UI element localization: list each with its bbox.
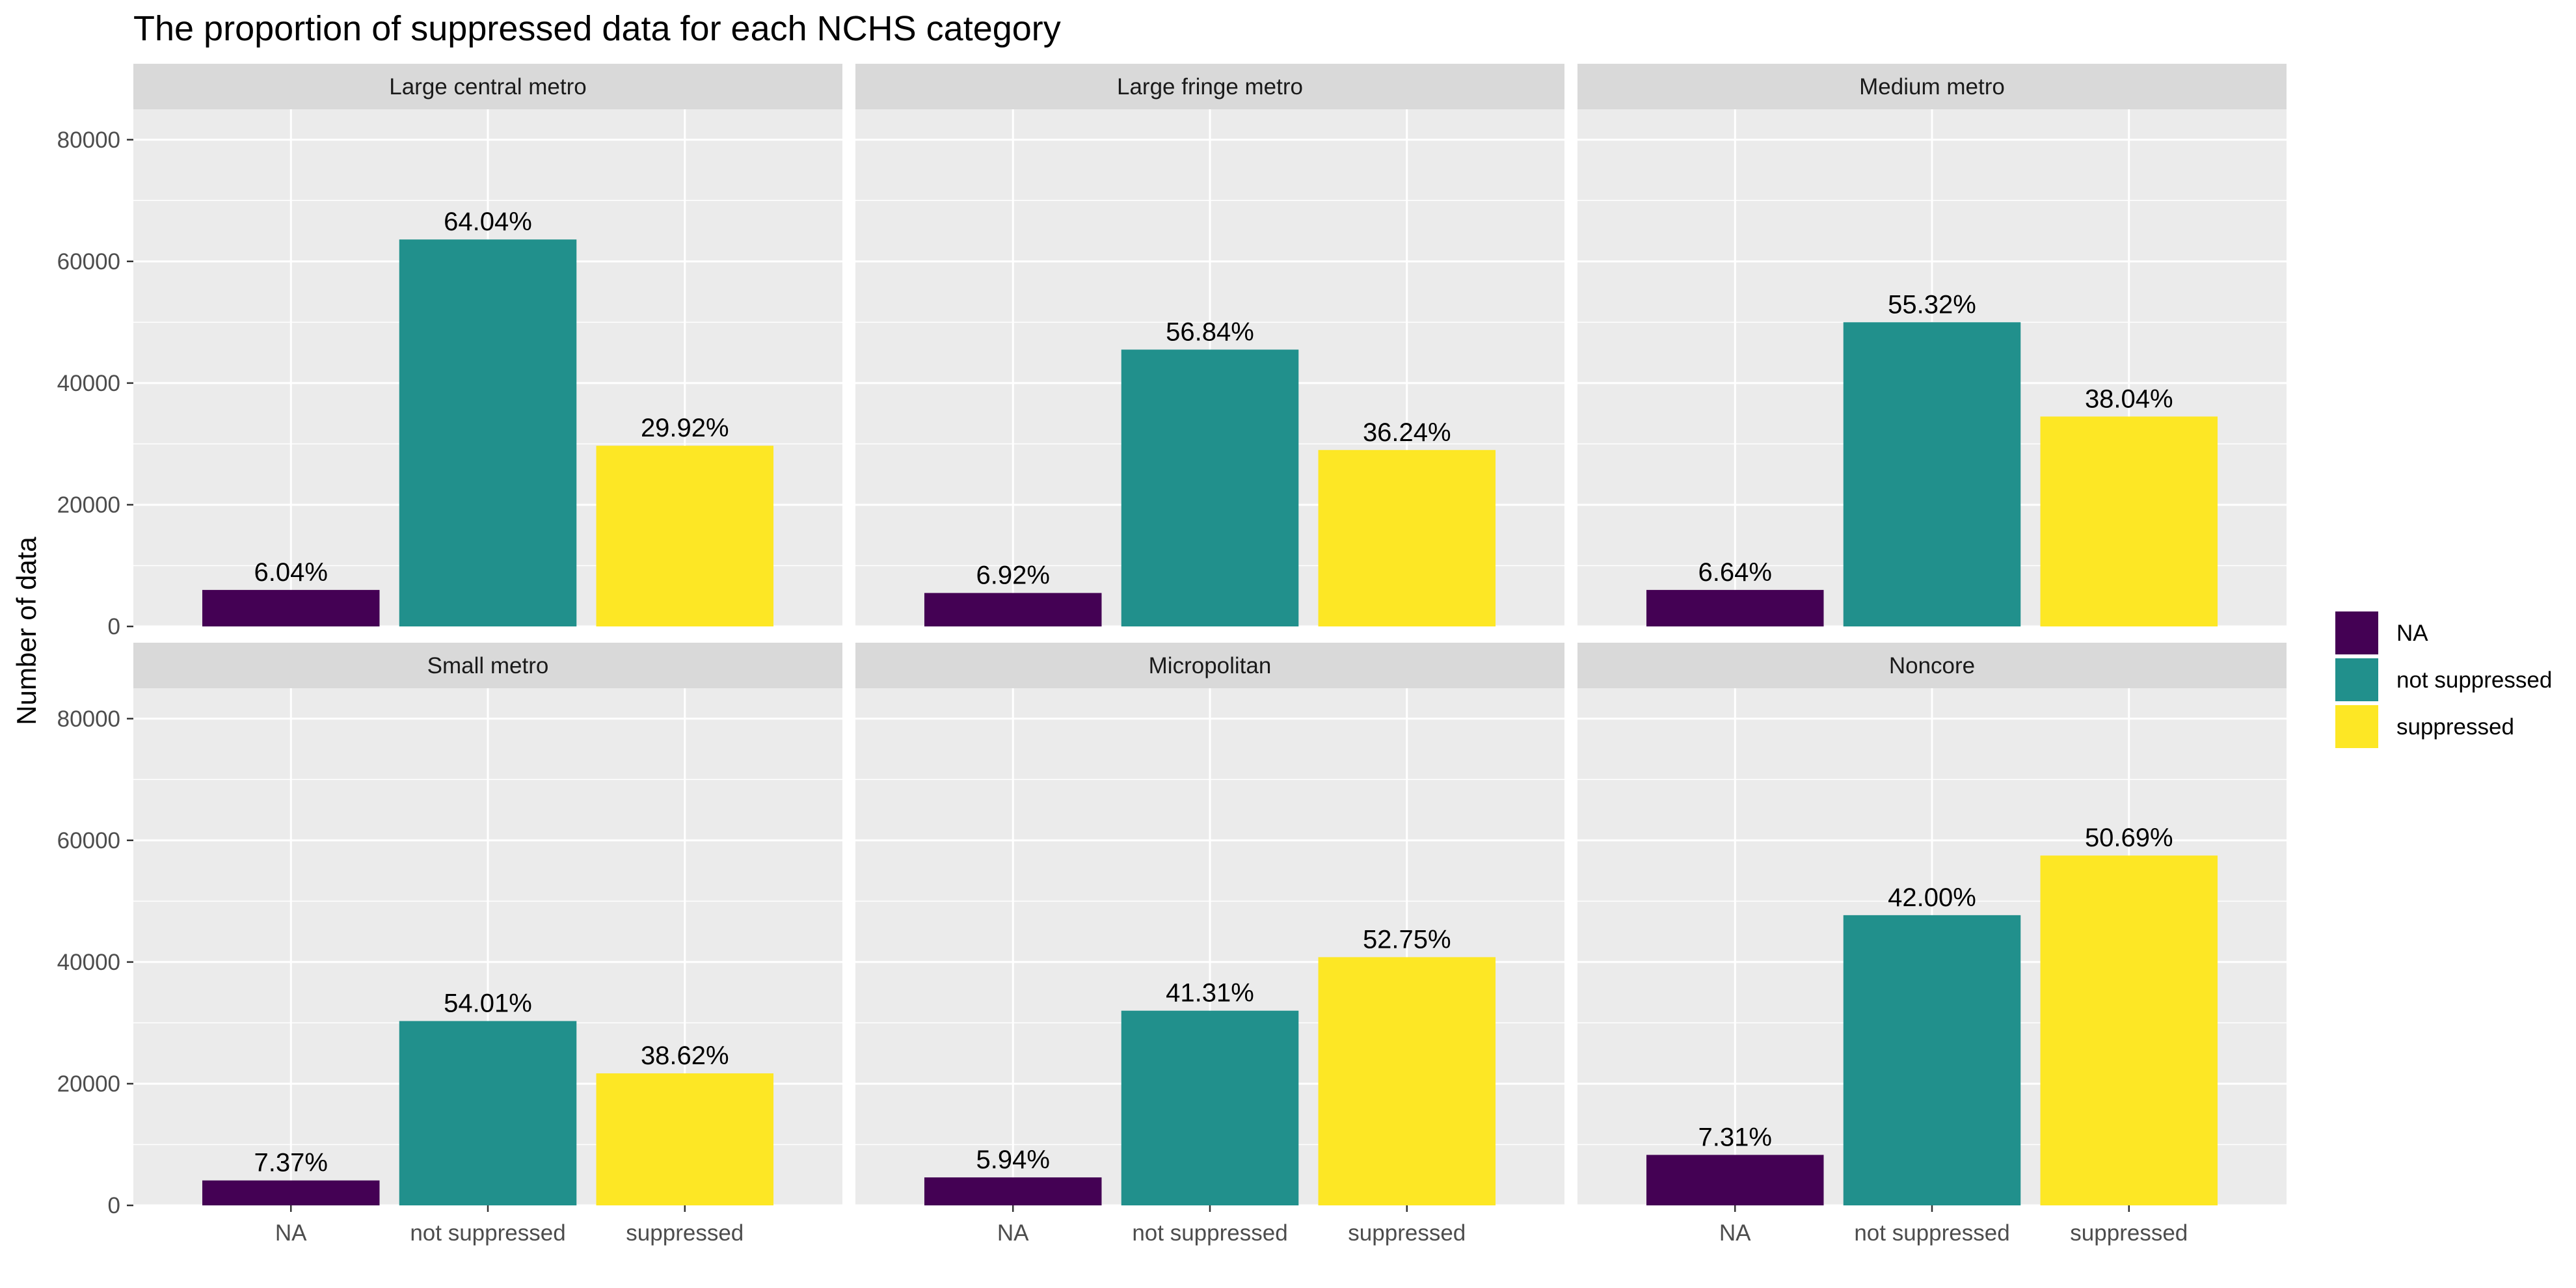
bar-large-fringe-metro-na [924, 593, 1102, 626]
bar-value-label: 7.31% [1698, 1123, 1772, 1151]
facet-strip-label: Large central metro [389, 74, 586, 100]
bar-medium-metro-suppressed [2040, 416, 2218, 626]
y-tick-label: 40000 [57, 371, 120, 396]
bar-large-fringe-metro-suppressed [1318, 449, 1496, 626]
bar-value-label: 41.31% [1166, 979, 1254, 1008]
facet-strip-label: Large fringe metro [1117, 74, 1303, 100]
bar-medium-metro-na [1646, 589, 1824, 626]
facet-strip [1577, 64, 2287, 109]
x-tick-label: NA [1719, 1220, 1751, 1246]
bar-value-label: 38.62% [641, 1041, 729, 1070]
bar-value-label: 54.01% [444, 989, 532, 1018]
facet-strip [1577, 643, 2287, 688]
bar-small-metro-not-suppressed [399, 1021, 577, 1205]
x-tick-label: not suppressed [1132, 1220, 1287, 1246]
facet-strip-label: Noncore [1889, 653, 1975, 678]
facet-strip [133, 643, 842, 688]
bar-small-metro-na [202, 1180, 380, 1205]
y-tick-label: 80000 [57, 127, 120, 153]
bar-value-label: 42.00% [1888, 883, 1976, 912]
bar-value-label: 5.94% [976, 1146, 1050, 1174]
bar-value-label: 50.69% [2085, 824, 2173, 852]
y-tick-label: 0 [108, 614, 120, 639]
x-tick-label: suppressed [1348, 1220, 1466, 1246]
y-tick-label: 60000 [57, 828, 120, 853]
facet-strip-label: Micropolitan [1149, 653, 1272, 678]
y-tick-label: 60000 [57, 249, 120, 275]
bar-micropolitan-not-suppressed [1121, 1010, 1299, 1205]
facet-noncore: Noncore 7.31% 42.00% 50.69% NA not suppressed… [1577, 643, 2287, 1246]
legend: NA not suppressed suppressed [2335, 611, 2552, 748]
bar-large-central-metro-not-suppressed [399, 239, 577, 626]
bar-value-label: 52.75% [1363, 925, 1451, 954]
bar-noncore-na [1646, 1155, 1824, 1205]
bar-medium-metro-not-suppressed [1843, 322, 2021, 626]
facet-strip [855, 64, 1564, 109]
x-tick-label: NA [997, 1220, 1029, 1246]
facet-strip-label: Medium metro [1859, 74, 2005, 100]
facet-strip-label: Small metro [427, 653, 549, 678]
bar-micropolitan-suppressed [1318, 957, 1496, 1205]
facet-large-fringe-metro: Large fringe metro 6.92% 56.84% 36.24% [855, 64, 1564, 628]
bar-large-central-metro-na [202, 589, 380, 626]
bar-noncore-suppressed [2040, 855, 2218, 1205]
legend-key-na [2335, 611, 2378, 654]
legend-key-suppressed [2335, 705, 2378, 748]
bar-small-metro-suppressed [596, 1073, 774, 1205]
bar-value-label: 29.92% [641, 414, 729, 442]
y-tick-label: 80000 [57, 706, 120, 732]
y-tick-label: 20000 [57, 1071, 120, 1097]
bar-value-label: 55.32% [1888, 290, 1976, 319]
y-tick-label: 20000 [57, 492, 120, 518]
bar-value-label: 6.64% [1698, 558, 1772, 587]
facet-strip [133, 64, 842, 109]
facet-medium-metro: Medium metro 6.64% 55.32% 38.04% [1577, 64, 2287, 628]
bar-large-fringe-metro-not-suppressed [1121, 349, 1299, 626]
x-tick-label: suppressed [626, 1220, 744, 1246]
bar-large-central-metro-suppressed [596, 446, 774, 626]
x-tick-label: not suppressed [410, 1220, 565, 1246]
bar-noncore-not-suppressed [1843, 915, 2021, 1205]
facet-panels: Large central metro 6.04% 64.04% 29.92% 0 200… [57, 64, 2287, 1246]
facet-large-central-metro: Large central metro 6.04% 64.04% 29.92% 0 200… [57, 64, 842, 639]
bar-value-label: 6.04% [254, 558, 328, 587]
bar-value-label: 7.37% [254, 1149, 328, 1177]
x-tick-label: suppressed [2070, 1220, 2188, 1246]
bar-value-label: 38.04% [2085, 384, 2173, 413]
y-axis-title: Number of data [11, 537, 42, 725]
bar-micropolitan-na [924, 1177, 1102, 1205]
y-tick-label: 40000 [57, 950, 120, 975]
legend-label: NA [2396, 621, 2428, 646]
legend-label: not suppressed [2396, 667, 2552, 693]
bar-value-label: 36.24% [1363, 418, 1451, 447]
facet-small-metro: Small metro 7.37% 54.01% 38.62% 0 20000 40000 6… [57, 643, 842, 1246]
x-tick-label: not suppressed [1854, 1220, 2009, 1246]
x-tick-label: NA [275, 1220, 307, 1246]
y-tick-label: 0 [108, 1193, 120, 1218]
facet-strip [855, 643, 1564, 688]
chart-title: The proportion of suppressed data for ea… [133, 9, 1061, 48]
legend-key-not-suppressed [2335, 658, 2378, 701]
legend-label: suppressed [2396, 714, 2514, 740]
bar-value-label: 64.04% [444, 208, 532, 236]
bar-value-label: 6.92% [976, 561, 1050, 590]
bar-value-label: 56.84% [1166, 317, 1254, 346]
facet-micropolitan: Micropolitan 5.94% 41.31% 52.75% NA not suppr… [855, 643, 1564, 1246]
